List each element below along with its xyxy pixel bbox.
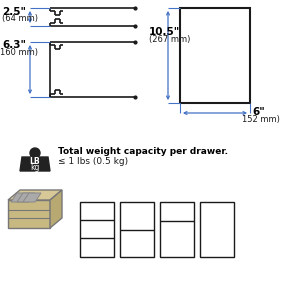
Text: 6": 6" [252,107,265,117]
Bar [32,157,38,160]
Polygon shape [23,193,41,202]
Polygon shape [11,193,29,202]
Bar [160,202,194,257]
Bar [8,200,50,228]
Text: (64 mm): (64 mm) [2,14,38,23]
Polygon shape [50,190,62,228]
Text: 152 mm): 152 mm) [242,115,280,124]
Bar [200,202,234,257]
Bar [120,202,154,257]
Text: 6.3": 6.3" [2,40,26,50]
Polygon shape [20,157,50,171]
Text: 160 mm): 160 mm) [0,48,38,57]
Bar [80,202,114,257]
Text: 10.5": 10.5" [149,27,180,37]
Circle shape [30,148,40,158]
Text: ≤ 1 lbs (0.5 kg): ≤ 1 lbs (0.5 kg) [58,157,128,166]
Polygon shape [8,190,62,200]
Bar [180,8,250,103]
Text: Total weight capacity per drawer.: Total weight capacity per drawer. [58,147,228,156]
Text: kg: kg [30,162,40,171]
Text: 2.5": 2.5" [2,7,26,17]
Text: (267 mm): (267 mm) [149,35,191,44]
Text: LB: LB [30,158,40,166]
Polygon shape [17,193,35,202]
